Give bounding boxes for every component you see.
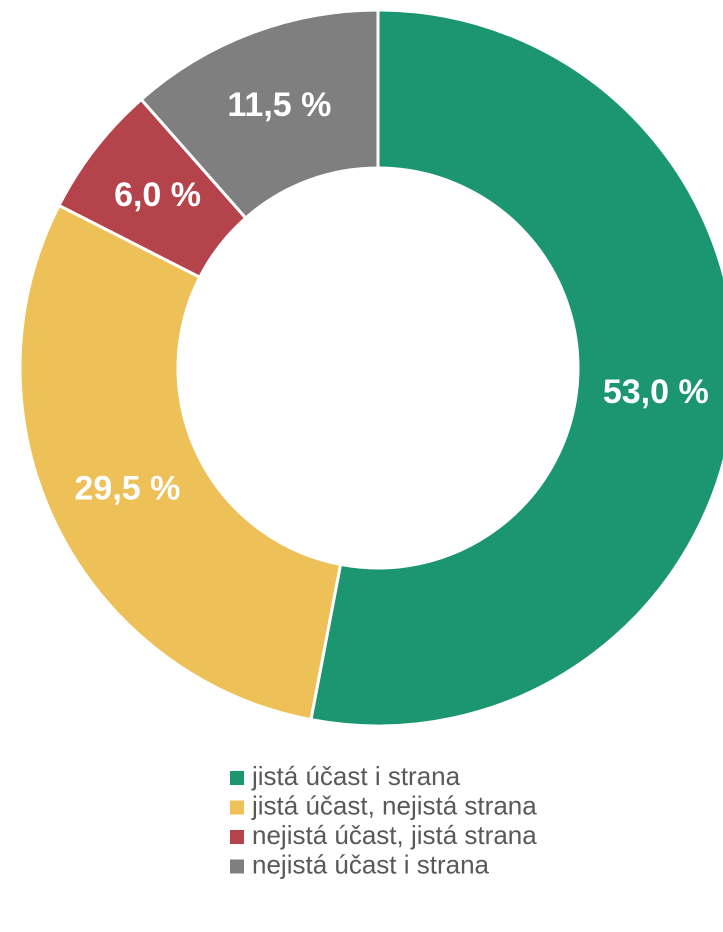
value-label: 11,5 % [227,86,331,124]
legend-label: nejistá účast, jistá strana [252,820,537,850]
legend-label: nejistá účast i strana [252,849,490,879]
legend-label: jistá účast i strana [251,761,461,791]
legend-swatch [230,800,244,815]
value-label: 53,0 % [603,373,709,411]
value-label: 29,5 % [75,470,181,508]
legend-swatch [230,771,244,785]
legend-swatch [230,859,244,874]
legend-label: jistá účast, nejistá strana [251,790,537,820]
legend-swatch [230,830,244,844]
value-label: 6,0 % [114,176,201,214]
donut-slice [139,8,380,221]
donut-slice [18,203,343,722]
donut-slice [309,8,723,728]
